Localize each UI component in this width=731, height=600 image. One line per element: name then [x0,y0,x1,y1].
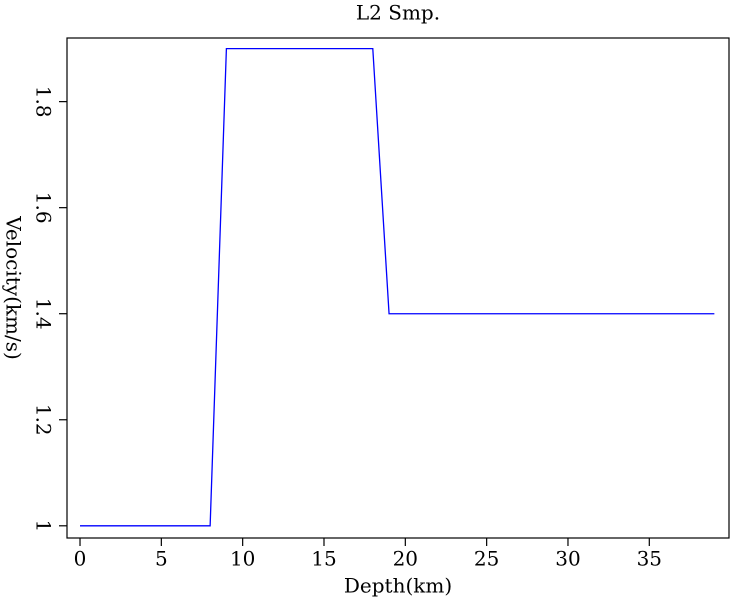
x-axis-label: Depth(km) [344,574,452,598]
x-tick-label: 0 [74,547,87,571]
y-axis-label: Velocity(km/s) [2,215,26,360]
y-tick-label: 1.4 [32,298,56,330]
x-tick-label: 20 [393,547,418,571]
y-tick-label: 1.2 [32,404,56,436]
x-tick-label: 35 [637,547,662,571]
x-tick-label: 30 [555,547,580,571]
chart-title: L2 Smp. [356,1,440,25]
x-tick-label: 10 [230,547,255,571]
data-line [80,47,715,527]
x-tick-label: 15 [311,547,336,571]
y-tick-label: 1.8 [32,86,56,118]
y-tick-label: 1 [32,519,56,532]
x-tick-label: 25 [474,547,499,571]
plot-frame [66,37,730,539]
y-tick-label: 1.6 [32,192,56,224]
x-tick-label: 5 [155,547,168,571]
